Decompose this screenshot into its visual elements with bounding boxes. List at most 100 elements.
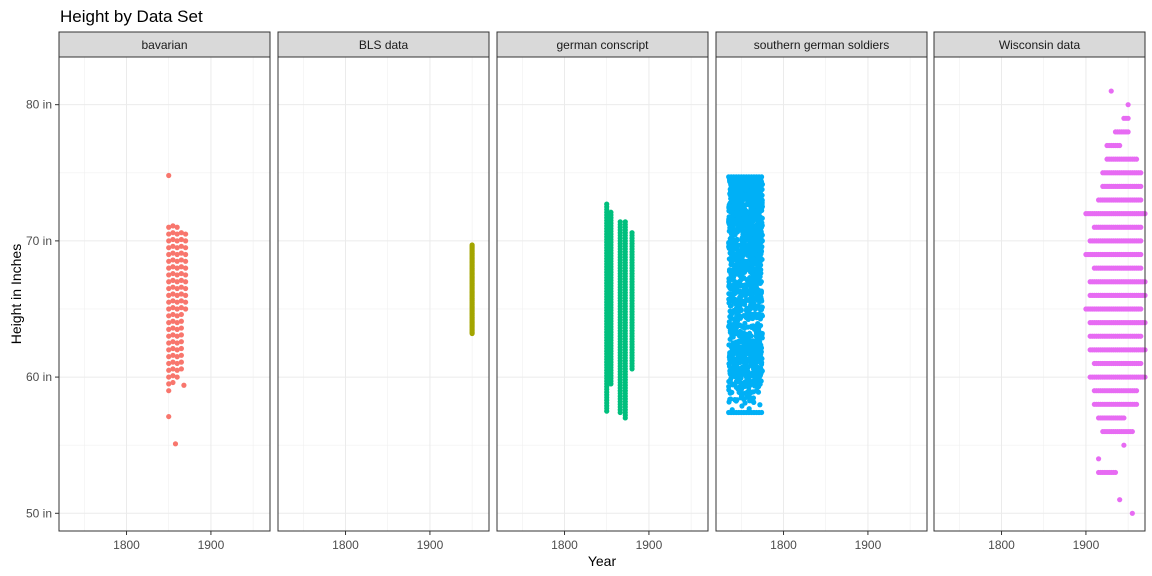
data-point [469, 242, 475, 248]
data-point [734, 206, 740, 213]
data-point [178, 264, 184, 270]
data-point [753, 337, 760, 344]
data-point [743, 224, 750, 230]
data-point [726, 282, 732, 288]
data-point [750, 212, 756, 218]
data-point [170, 318, 176, 324]
data-point [170, 257, 176, 263]
data-point [178, 243, 184, 249]
data-point [755, 202, 761, 208]
data-point [1138, 197, 1144, 203]
data-point [170, 345, 176, 352]
data-point [742, 390, 748, 396]
data-point [178, 345, 184, 352]
data-point [170, 223, 176, 229]
data-point [174, 279, 180, 285]
data-point [170, 250, 176, 256]
data-point [183, 299, 189, 305]
data-point [732, 283, 738, 289]
data-point [759, 304, 765, 310]
data-point [170, 305, 176, 311]
data-point [178, 230, 184, 236]
data-point [174, 272, 180, 278]
data-point [732, 358, 738, 364]
data-point [170, 284, 176, 290]
panel-background [278, 57, 489, 531]
data-point [170, 277, 176, 283]
data-point [755, 347, 761, 353]
data-point [757, 322, 764, 329]
data-point [758, 233, 764, 239]
data-point [742, 333, 749, 339]
data-point [739, 403, 745, 409]
data-point [183, 251, 189, 258]
data-point [178, 305, 184, 311]
data-point [744, 305, 750, 312]
data-point [736, 297, 742, 303]
data-point [174, 374, 180, 380]
data-point [746, 406, 752, 412]
data-point [753, 382, 759, 388]
data-point [1112, 469, 1119, 476]
data-point [736, 333, 742, 339]
data-point [753, 182, 759, 188]
data-point [728, 297, 734, 303]
data-point [731, 345, 737, 352]
data-point [170, 291, 176, 297]
data-point [166, 374, 172, 380]
data-point [166, 245, 172, 251]
data-point [1125, 115, 1131, 121]
data-point [755, 217, 762, 223]
data-point [174, 258, 180, 264]
data-point [749, 270, 755, 277]
data-point [178, 270, 184, 277]
data-point [166, 360, 172, 367]
data-point [757, 280, 764, 286]
data-point [1129, 510, 1135, 516]
data-point [736, 219, 742, 225]
data-point [753, 234, 759, 240]
data-point [170, 243, 176, 249]
data-point [757, 402, 763, 408]
data-point [727, 390, 733, 396]
data-point [744, 344, 750, 351]
data-point [174, 285, 180, 292]
data-point [727, 336, 733, 342]
data-point [727, 396, 733, 402]
data-point [1117, 142, 1123, 149]
y-axis: 50 in 60 in 70 in 80 in [26, 98, 59, 520]
data-point [730, 227, 736, 234]
data-point [170, 359, 176, 365]
data-point [166, 326, 172, 333]
data-point [183, 292, 189, 298]
data-point [737, 252, 743, 258]
data-point [754, 364, 760, 370]
data-point [1138, 265, 1144, 271]
data-point [734, 262, 740, 268]
data-point [1108, 88, 1114, 94]
facet-strip-label: Wisconsin data [999, 38, 1081, 52]
data-point [749, 297, 755, 303]
data-point [737, 191, 743, 197]
panel-border [277, 56, 490, 532]
data-point [174, 245, 180, 251]
data-point [733, 245, 740, 251]
data-point [728, 182, 734, 188]
data-point [617, 219, 623, 225]
data-point [174, 231, 180, 237]
data-point [759, 256, 765, 263]
data-point [740, 357, 747, 363]
data-point [752, 251, 758, 257]
data-point [733, 378, 740, 384]
data-point [759, 181, 766, 187]
data-point [1138, 183, 1144, 189]
data-point [181, 382, 187, 388]
chart-title: Height by Data Set [60, 7, 203, 26]
data-point [752, 342, 758, 348]
data-point [174, 265, 180, 271]
data-point [166, 354, 172, 360]
data-point [174, 333, 180, 339]
data-point [726, 361, 732, 367]
y-axis-title: Height in Inches [8, 244, 24, 344]
